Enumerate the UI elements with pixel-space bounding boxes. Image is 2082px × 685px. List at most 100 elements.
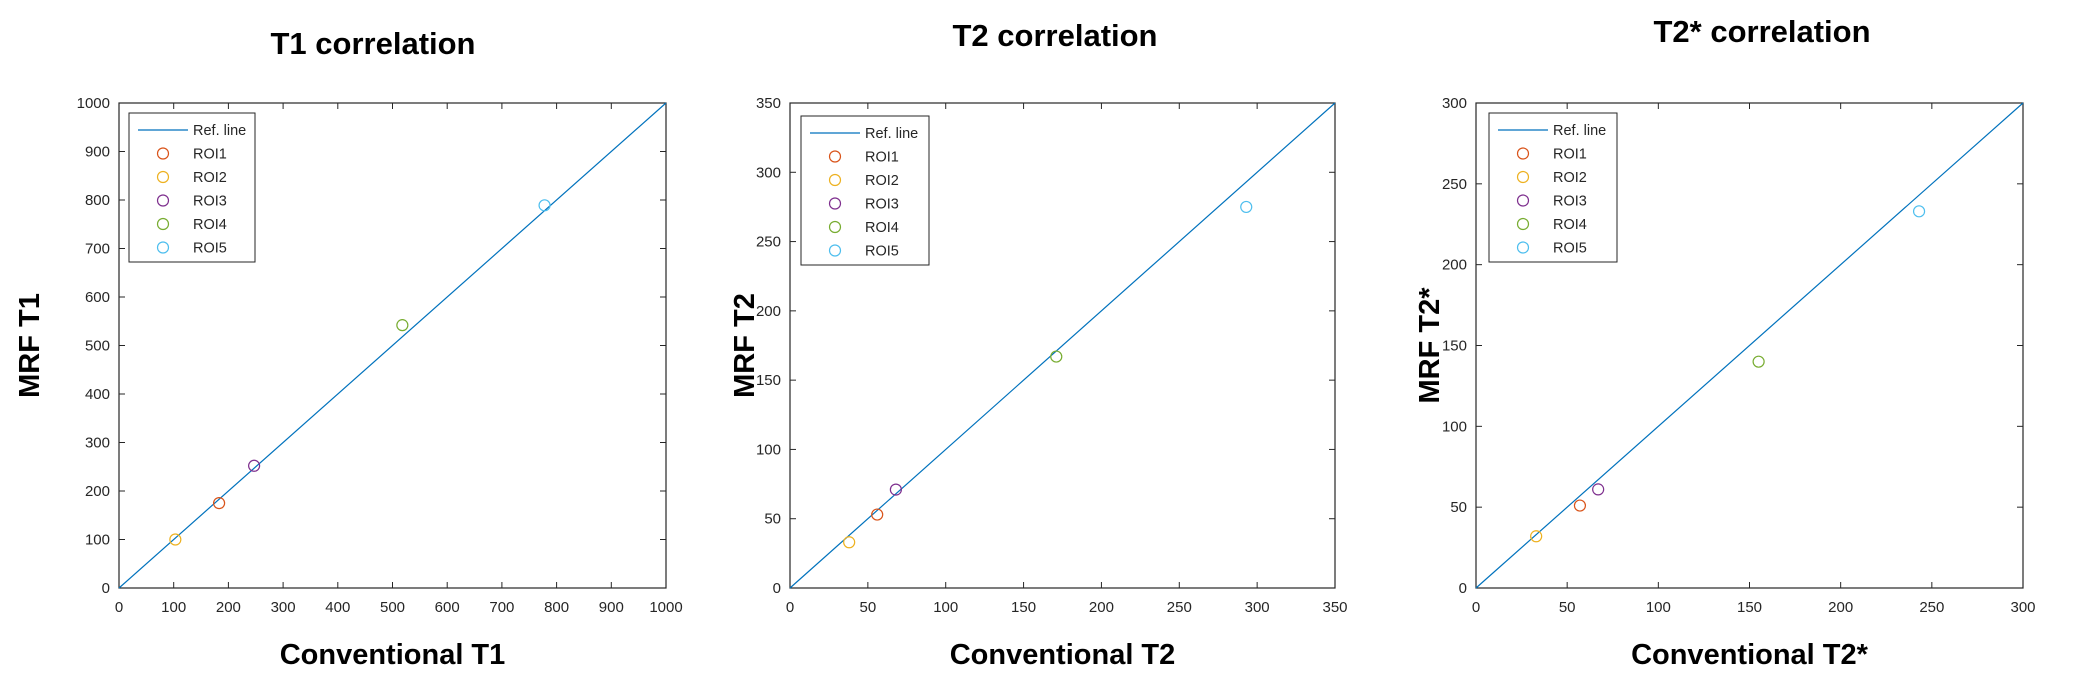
legend-label-roi3: ROI3 — [865, 197, 899, 213]
x-axis-title: Conventional T2 — [950, 639, 1176, 671]
data-point-roi4[interactable] — [1050, 350, 1063, 363]
legend-label-roi3: ROI3 — [193, 194, 227, 210]
y-tick-label: 500 — [85, 338, 110, 355]
legend-label-ref-line: Ref. line — [865, 126, 918, 142]
x-tick-label: 200 — [1828, 599, 1853, 616]
legend-symbol-roi5 — [156, 241, 170, 254]
legend-label-ref-line: Ref. line — [193, 123, 246, 139]
y-tick-label: 100 — [1442, 418, 1467, 435]
legend-label-roi2: ROI2 — [193, 170, 227, 186]
y-tick-label: 200 — [756, 303, 781, 320]
data-point-roi1[interactable] — [1573, 499, 1587, 512]
x-tick-label: 200 — [1089, 599, 1114, 616]
legend-label-roi4: ROI4 — [1553, 217, 1587, 233]
y-tick-label: 50 — [764, 511, 781, 528]
legend-label-roi3: ROI3 — [1553, 194, 1587, 210]
data-point-roi2[interactable] — [1530, 530, 1543, 543]
x-tick-label: 500 — [380, 599, 405, 616]
reference-line — [1475, 102, 2024, 589]
x-tick-label: 100 — [1646, 599, 1671, 616]
x-tick-label: 900 — [599, 599, 624, 616]
legend-symbol-roi4 — [828, 220, 842, 234]
y-tick-label: 800 — [85, 192, 110, 209]
chart-title: T1 correlation — [271, 26, 476, 61]
data-point-roi1[interactable] — [213, 497, 226, 510]
x-tick-label: 100 — [161, 599, 186, 616]
chart-title: T2* correlation — [1653, 14, 1870, 49]
x-tick-label: 200 — [216, 599, 241, 616]
legend[interactable]: Ref. line ROI1 ROI2 ROI3 ROI4 ROI5 — [800, 115, 930, 266]
legend-label-ref-line: Ref. line — [1553, 123, 1606, 139]
data-point-roi1[interactable] — [871, 508, 884, 521]
y-tick-label: 300 — [85, 435, 110, 452]
x-tick-label: 50 — [860, 599, 877, 616]
legend-box — [128, 112, 256, 263]
x-tick-label: 400 — [325, 599, 350, 616]
y-tick-label: 300 — [756, 164, 781, 181]
legend-symbol-roi4 — [156, 217, 170, 231]
x-tick-label: 100 — [933, 599, 958, 616]
y-tick-label: 0 — [773, 580, 781, 597]
y-tick-label: 300 — [1442, 95, 1467, 112]
legend-label-roi5: ROI5 — [865, 244, 899, 260]
y-axis-title: MRF T1 — [14, 293, 46, 398]
legend-symbol-roi1 — [156, 147, 170, 160]
data-point-roi3[interactable] — [248, 459, 261, 472]
legend-symbol-roi3 — [828, 197, 842, 210]
legend[interactable]: Ref. line ROI1 ROI2 ROI3 ROI4 ROI5 — [1488, 112, 1618, 263]
y-tick-label: 150 — [756, 372, 781, 389]
legend-symbol-roi5 — [1516, 241, 1530, 254]
legend-symbol-roi2 — [156, 170, 170, 184]
x-tick-label: 0 — [786, 599, 794, 616]
y-tick-label: 50 — [1450, 499, 1467, 516]
data-point-roi4[interactable] — [396, 319, 409, 332]
x-tick-label: 150 — [1011, 599, 1036, 616]
y-tick-label: 600 — [85, 289, 110, 306]
y-tick-label: 250 — [1442, 176, 1467, 193]
data-point-roi2[interactable] — [169, 533, 182, 546]
y-tick-label: 400 — [85, 386, 110, 403]
legend-label-roi1: ROI1 — [193, 147, 227, 163]
y-axis-title: MRF T2* — [1414, 287, 1446, 404]
legend-symbol-roi4 — [1516, 217, 1530, 231]
x-tick-label: 250 — [1919, 599, 1944, 616]
x-tick-label: 350 — [1322, 599, 1347, 616]
x-tick-label: 600 — [435, 599, 460, 616]
data-point-roi5[interactable] — [1240, 200, 1253, 214]
y-tick-label: 0 — [1459, 580, 1467, 597]
legend-symbol-roi1 — [1516, 147, 1530, 160]
legend-box — [1488, 112, 1618, 263]
x-tick-label: 1000 — [649, 599, 682, 616]
y-tick-label: 350 — [756, 95, 781, 112]
y-tick-label: 200 — [85, 483, 110, 500]
legend[interactable]: Ref. line ROI1 ROI2 ROI3 ROI4 ROI5 — [128, 112, 256, 263]
chart-title: T2 correlation — [953, 18, 1158, 53]
legend-symbol-roi3 — [1516, 194, 1530, 207]
legend-symbol-roi2 — [828, 173, 842, 187]
x-tick-label: 300 — [1245, 599, 1270, 616]
x-tick-label: 0 — [115, 599, 123, 616]
legend-symbol-roi1 — [828, 150, 842, 163]
x-tick-label: 800 — [544, 599, 569, 616]
y-tick-label: 0 — [102, 580, 110, 597]
legend-symbol-roi3 — [156, 194, 170, 207]
y-tick-label: 700 — [85, 241, 110, 258]
reference-line — [118, 102, 667, 589]
legend-label-roi4: ROI4 — [193, 217, 227, 233]
reference-line — [789, 102, 1336, 589]
y-tick-label: 100 — [756, 441, 781, 458]
legend-label-roi5: ROI5 — [193, 241, 227, 257]
x-tick-label: 300 — [2010, 599, 2035, 616]
data-point-roi3[interactable] — [889, 483, 902, 496]
x-tick-label: 150 — [1737, 599, 1762, 616]
chart-panel-1: 0 100 200 300 400 500 600 700 800 900 1000 0 100 200 3… — [14, 26, 683, 671]
legend-label-roi1: ROI1 — [1553, 147, 1587, 163]
data-point-roi3[interactable] — [1592, 483, 1605, 496]
data-point-roi4[interactable] — [1752, 355, 1765, 368]
x-axis-title: Conventional T1 — [280, 639, 506, 671]
data-point-roi2[interactable] — [843, 536, 856, 549]
data-point-roi5[interactable] — [538, 199, 551, 212]
data-point-roi5[interactable] — [1912, 205, 1926, 218]
y-tick-label: 150 — [1442, 338, 1467, 355]
legend-label-roi2: ROI2 — [1553, 170, 1587, 186]
